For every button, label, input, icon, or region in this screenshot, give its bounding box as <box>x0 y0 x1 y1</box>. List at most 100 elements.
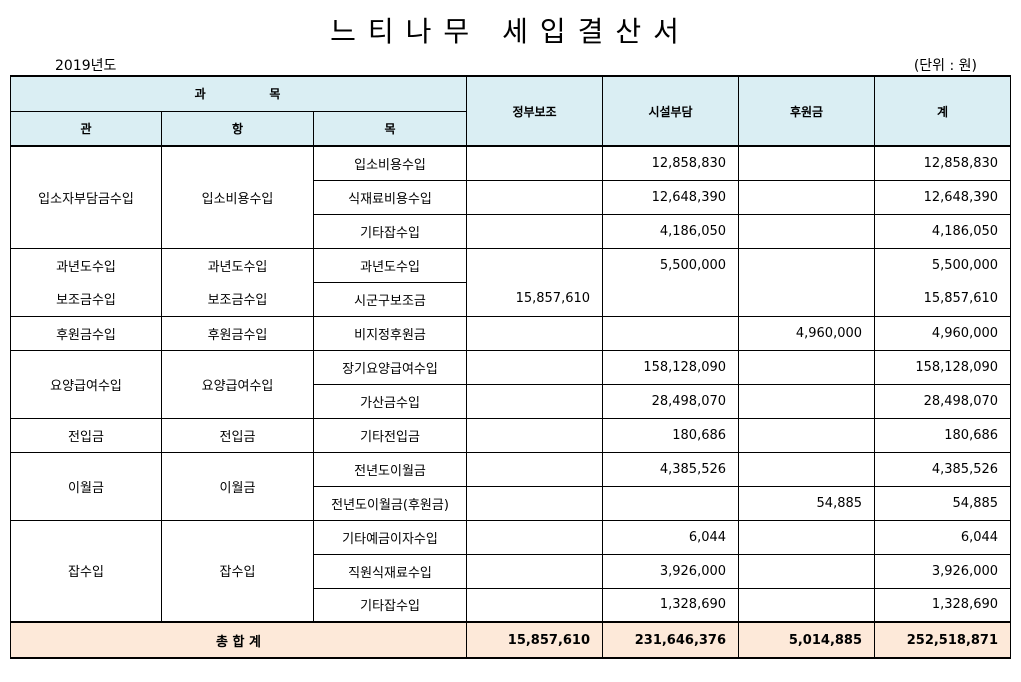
cell-mok: 가산금수입 <box>312 383 468 419</box>
cell-facility <box>602 485 740 521</box>
grand-total-row: 총 합 계 15,857,610 231,646,376 5,014,885 2… <box>9 621 1012 659</box>
cell-donation <box>738 213 876 249</box>
cell-hang: 전입금 <box>161 417 314 453</box>
cell-gov <box>466 553 604 589</box>
cell-donation: 4,960,000 <box>738 315 876 351</box>
cell-donation <box>738 417 876 453</box>
cell-hang: 후원금수입 <box>161 315 314 351</box>
revenue-settlement-table: 과 목 정부보조 시설부담 후원금 계 관 항 목 입소자부담금수입 입소비용수… <box>9 75 1012 659</box>
cell-total: 6,044 <box>874 519 1012 555</box>
cell-total: 12,648,390 <box>874 179 1012 215</box>
cell-hang: 잡수입 <box>161 519 314 623</box>
currency-unit: (단위 : 원) <box>913 58 977 74</box>
cell-total: 4,186,050 <box>874 213 1012 249</box>
grand-total-donation: 5,014,885 <box>738 621 876 659</box>
header-facility-charge: 시설부담 <box>602 75 740 147</box>
cell-total: 12,858,830 <box>874 145 1012 181</box>
table-row: 이월금 이월금 전년도이월금 4,385,526 4,385,526 <box>10 451 1012 521</box>
cell-total: 15,857,610 <box>874 282 1012 317</box>
cell-mok: 전년도이월금 <box>312 451 468 487</box>
cell-total: 4,960,000 <box>874 315 1012 351</box>
cell-facility: 12,858,830 <box>602 145 740 181</box>
cell-gwan: 과년도수입 <box>10 247 162 282</box>
cell-total: 3,926,000 <box>874 553 1012 589</box>
cell-gov <box>466 383 604 419</box>
cell-gwan: 요양급여수입 <box>10 349 162 419</box>
table-row: 과년도수입 과년도수입 과년도수입 5,500,000 5,500,000 <box>10 247 1012 283</box>
cell-gov <box>466 145 604 181</box>
cell-mok: 과년도수입 <box>312 247 468 283</box>
grand-total-facility: 231,646,376 <box>602 621 740 659</box>
cell-mok: 기타예금이자수입 <box>312 519 468 555</box>
cell-donation <box>738 145 876 181</box>
cell-gwan: 보조금수입 <box>10 282 162 317</box>
cell-donation <box>738 519 876 555</box>
cell-donation <box>738 587 876 623</box>
cell-facility <box>602 315 740 351</box>
cell-mok: 전년도이월금(후원금) <box>312 485 468 521</box>
cell-facility <box>602 282 740 317</box>
cell-total: 4,385,526 <box>874 451 1012 487</box>
cell-donation <box>738 553 876 589</box>
cell-facility: 5,500,000 <box>602 247 740 282</box>
header-gov-subsidy: 정부보조 <box>466 75 604 147</box>
cell-facility: 180,686 <box>602 417 740 453</box>
cell-donation <box>738 247 876 282</box>
table-row: 입소자부담금수입 입소비용수입 입소비용수입 12,858,830 12,858… <box>10 145 1012 249</box>
grand-total-label: 총 합 계 <box>9 621 468 659</box>
cell-hang: 보조금수입 <box>161 282 314 317</box>
cell-gov <box>466 247 604 282</box>
cell-mok: 식재료비용수입 <box>312 179 468 215</box>
table-row: 잡수입 잡수입 기타예금이자수입 6,044 6,044 <box>10 519 1012 623</box>
cell-hang: 요양급여수입 <box>161 349 314 419</box>
table-row: 전입금 전입금 기타전입금 180,686 180,686 <box>10 417 1012 453</box>
cell-facility: 12,648,390 <box>602 179 740 215</box>
cell-mok: 기타잡수입 <box>312 587 468 623</box>
cell-mok: 시군구보조금 <box>312 281 468 317</box>
cell-gov <box>466 451 604 487</box>
cell-facility: 1,328,690 <box>602 587 740 623</box>
cell-gwan: 이월금 <box>10 451 162 521</box>
cell-gov <box>466 485 604 521</box>
cell-gov <box>466 349 604 385</box>
header-hang: 항 <box>161 110 314 147</box>
header-donation: 후원금 <box>738 75 876 147</box>
cell-facility: 28,498,070 <box>602 383 740 419</box>
cell-gov <box>466 417 604 453</box>
header-mok: 목 <box>312 110 468 147</box>
cell-mok: 장기요양급여수입 <box>312 349 468 385</box>
cell-donation <box>738 451 876 487</box>
cell-donation <box>738 383 876 419</box>
cell-total: 158,128,090 <box>874 349 1012 385</box>
table-row: 전년도이월금(후원금) 54,885 54,885 <box>11 485 1012 521</box>
table-row: 직원식재료수입 3,926,000 3,926,000 <box>11 553 1012 589</box>
header-total: 계 <box>874 75 1012 147</box>
cell-gov <box>466 213 604 249</box>
cell-gwan: 잡수입 <box>10 519 162 623</box>
cell-gov: 15,857,610 <box>466 282 604 317</box>
header-gwan: 관 <box>10 110 162 147</box>
cell-gov <box>466 315 604 351</box>
fiscal-year: 2019년도 <box>55 58 117 74</box>
cell-mok: 직원식재료수입 <box>312 553 468 589</box>
cell-hang: 이월금 <box>161 451 314 521</box>
grand-total-gov: 15,857,610 <box>466 621 604 659</box>
cell-gwan: 전입금 <box>10 417 162 453</box>
cell-total: 54,885 <box>874 485 1012 521</box>
cell-mok: 비지정후원금 <box>312 315 468 351</box>
page-title: 느티나무 세입결산서 <box>330 15 691 48</box>
cell-donation <box>738 282 876 317</box>
cell-donation: 54,885 <box>738 485 876 521</box>
header-account-group: 과 목 <box>9 75 468 112</box>
table-row: 후원금수입 후원금수입 비지정후원금 4,960,000 4,960,000 <box>10 315 1012 351</box>
cell-total: 28,498,070 <box>874 383 1012 419</box>
cell-facility: 6,044 <box>602 519 740 555</box>
table-row: 기타잡수입 1,328,690 1,328,690 <box>11 587 1012 623</box>
cell-total: 180,686 <box>874 417 1012 453</box>
cell-donation <box>738 179 876 215</box>
cell-total: 1,328,690 <box>874 587 1012 623</box>
cell-facility: 4,385,526 <box>602 451 740 487</box>
cell-gov <box>466 179 604 215</box>
cell-hang: 입소비용수입 <box>161 145 314 249</box>
cell-mok: 기타잡수입 <box>312 213 468 249</box>
